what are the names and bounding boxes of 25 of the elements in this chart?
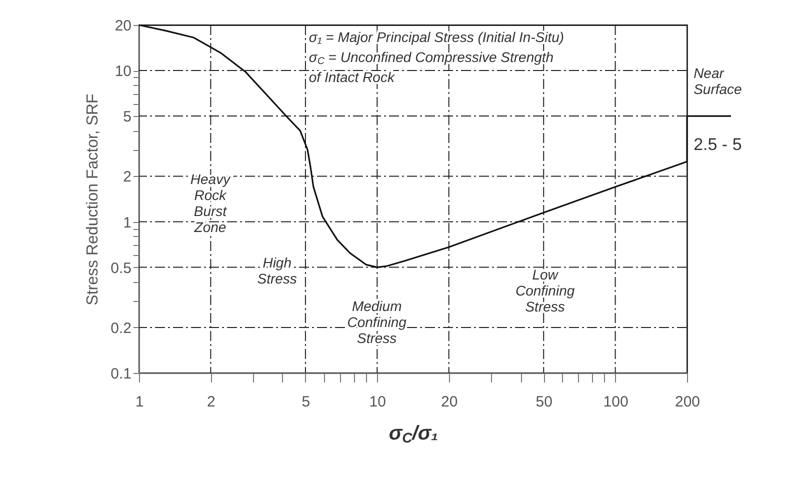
y-tick-label: 0.2	[110, 320, 132, 337]
y-tick-label: 1	[123, 214, 132, 232]
y-tick-label: 0.1	[110, 366, 132, 382]
x-tick-label: 100	[603, 394, 628, 410]
x-tick-label: 20	[441, 394, 458, 410]
annotation: High Stress	[257, 254, 297, 286]
x-tick-label: 5	[302, 394, 310, 410]
x-axis-title: σ$_{C}$/σ₁	[388, 422, 438, 446]
text: Near Surface	[694, 64, 742, 97]
annotation: Low Confining Stress	[515, 266, 575, 315]
y-tick-label: 10	[114, 63, 132, 80]
x-tick-label: 200	[674, 394, 700, 410]
annotation: σ₁ = Major Principal Stress (Initial In-Situ)	[308, 28, 564, 45]
x-tick-label: 50	[536, 394, 552, 410]
y-tick-label: 5	[123, 108, 132, 126]
y-tick-label: 0.5	[110, 260, 132, 277]
x-tick-label: 10	[369, 394, 386, 410]
annotation: Medium Confining Stress	[347, 298, 407, 346]
x-tick-label: 2	[207, 394, 216, 410]
x-tick-label: 1	[135, 394, 144, 410]
y-axis-title: Stress Reduction Factor, SRF	[84, 93, 102, 306]
annotation: σ$_{C}$ = Unconfined Compressive Strength of Intact Rock	[308, 49, 554, 86]
text: 2.5 - 5	[694, 135, 742, 154]
y-tick-label: 2	[123, 168, 132, 186]
y-tick-label: 20	[114, 18, 132, 34]
